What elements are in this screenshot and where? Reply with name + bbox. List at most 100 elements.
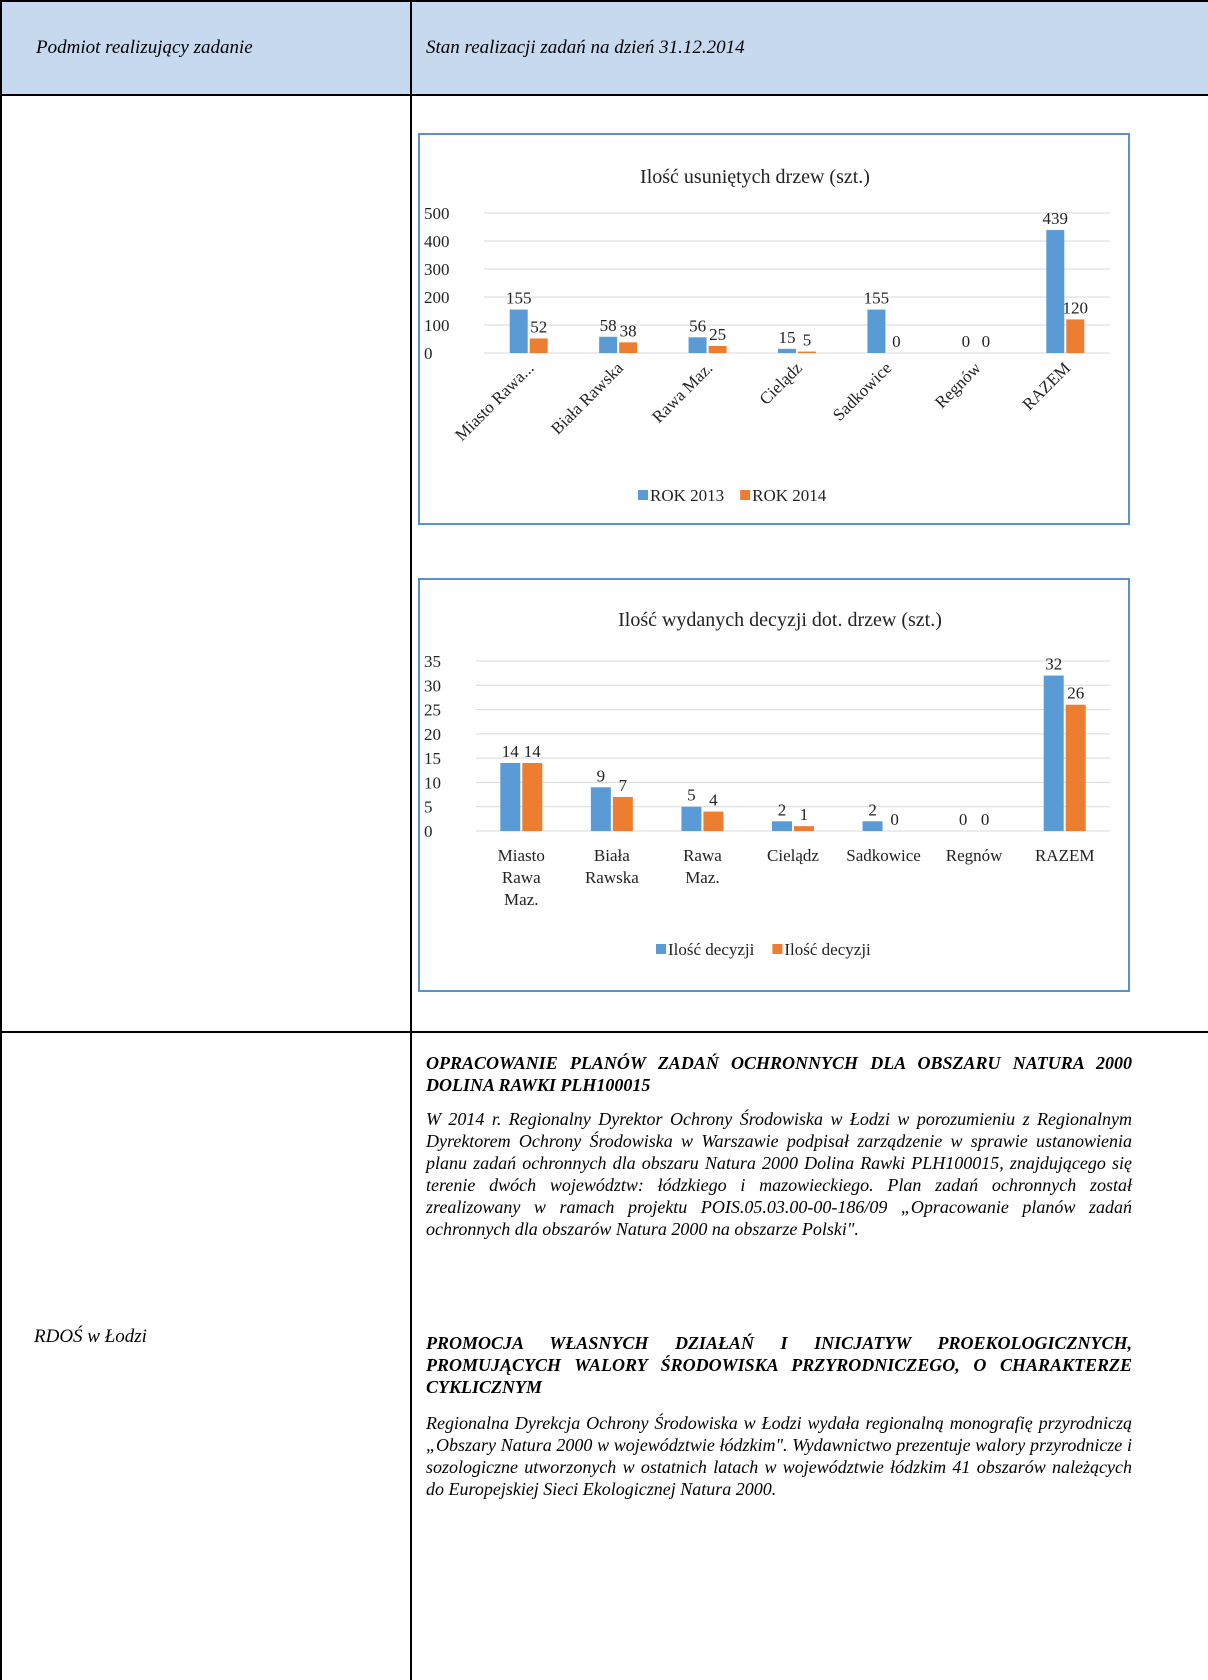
data-label: 0 <box>892 332 901 351</box>
data-label: 155 <box>506 289 532 308</box>
heading-plans: OPRACOWANIE PLANÓW ZADAŃ OCHRONNYCH DLA … <box>426 1053 1132 1095</box>
data-label: 32 <box>1045 655 1062 674</box>
x-category-label-line: Rawa <box>683 846 722 865</box>
chart-title: Ilość usuniętych drzew (szt.) <box>640 166 870 188</box>
x-category-label-line: Biała <box>594 846 630 865</box>
x-category-label: Sadkowice <box>829 358 895 424</box>
bar-series2 <box>794 826 814 831</box>
data-label: 26 <box>1067 684 1084 703</box>
x-category-label-line: Regnów <box>946 846 1003 865</box>
header-col-status: Stan realizacji zadań na dzień 31.12.201… <box>426 37 745 58</box>
bar-series1 <box>599 336 618 353</box>
x-category-label-line: Sadkowice <box>846 846 921 865</box>
bar-series2 <box>529 338 548 353</box>
legend-swatch <box>638 490 648 500</box>
y-tick-label: 10 <box>424 773 441 792</box>
data-label: 155 <box>864 289 890 308</box>
border-header-bottom <box>0 94 1208 96</box>
legend-swatch <box>772 944 783 954</box>
x-category-label-line: Maz. <box>685 868 719 887</box>
data-label: 1 <box>800 805 809 824</box>
bar-series1 <box>778 348 796 353</box>
bar-series2 <box>1066 319 1085 353</box>
border-top <box>0 0 1208 2</box>
bar-series1 <box>1046 230 1065 353</box>
chart-trees-removed-svg: Ilość usuniętych drzew (szt.)50040030020… <box>424 166 1110 505</box>
data-label: 58 <box>600 316 617 335</box>
legend-label: Ilość decyzji <box>668 940 755 959</box>
bar-series1 <box>681 806 702 831</box>
x-category-label-line: Maz. <box>504 890 538 909</box>
chart-title: Ilość wydanych decyzji dot. drzew (szt.) <box>618 609 942 631</box>
data-label: 0 <box>890 810 899 829</box>
header-col-entity: Podmiot realizujący zadanie <box>36 37 253 58</box>
y-tick-label: 25 <box>424 701 441 720</box>
data-label: 5 <box>803 331 812 350</box>
bar-series2 <box>703 811 724 831</box>
bar-series2 <box>1065 704 1086 831</box>
data-label: 120 <box>1063 298 1089 317</box>
bar-series1 <box>772 821 792 831</box>
bar-series1 <box>590 787 611 831</box>
table-header: Podmiot realizujący zadanie Stan realiza… <box>2 2 1208 94</box>
x-category-label-line: Miasto <box>498 846 545 865</box>
x-category-label-line: RAZEM <box>1035 846 1095 865</box>
y-tick-label: 15 <box>424 749 441 768</box>
data-label: 2 <box>868 800 877 819</box>
x-category-label-line: Rawa <box>502 868 541 887</box>
chart-decisions-issued-svg: Ilość wydanych decyzji dot. drzew (szt.)… <box>424 609 1110 959</box>
bar-series2 <box>798 351 816 353</box>
y-tick-label: 20 <box>424 725 441 744</box>
y-tick-label: 30 <box>424 676 441 695</box>
data-label: 2 <box>778 800 787 819</box>
data-label: 38 <box>620 321 637 340</box>
bar-series1 <box>862 821 883 831</box>
data-label: 56 <box>689 316 706 335</box>
y-tick-label: 300 <box>424 260 450 279</box>
paragraph-plans: W 2014 r. Regionalny Dyrektor Ochrony Śr… <box>426 1109 1132 1239</box>
border-row-divider <box>0 1031 1208 1033</box>
x-category-label: Sadkowice <box>846 846 921 865</box>
data-label: 9 <box>597 766 606 785</box>
legend-label: Ilość decyzji <box>784 940 871 959</box>
bar-series1 <box>867 309 886 353</box>
x-category-label-line: Cielądz <box>767 846 819 865</box>
x-category-label: Cielądz <box>767 846 819 865</box>
x-category-label: RAZEM <box>1019 358 1075 414</box>
data-label: 25 <box>709 325 726 344</box>
bar-series2 <box>522 763 543 831</box>
legend-label: ROK 2013 <box>650 486 724 505</box>
x-category-label: Miasto Rawa... <box>451 358 537 444</box>
data-label: 7 <box>619 776 628 795</box>
x-category-label: Rawa Maz. <box>683 846 722 887</box>
x-category-label: Biała Rawska <box>547 358 627 438</box>
x-category-label: Biała Rawska <box>585 846 639 887</box>
y-tick-label: 5 <box>424 798 433 817</box>
bar-series2 <box>612 797 633 831</box>
bar-series1 <box>688 337 707 353</box>
bar-series1 <box>509 309 528 353</box>
y-tick-label: 35 <box>424 652 441 671</box>
heading-promotion: PROMOCJA WŁASNYCH DZIAŁAŃ I INICJATYW PR… <box>426 1333 1132 1397</box>
x-category-label: Cielądz <box>756 358 806 408</box>
data-label: 52 <box>530 317 547 336</box>
data-label: 15 <box>779 328 796 347</box>
chart-decisions-issued: Ilość wydanych decyzji dot. drzew (szt.)… <box>418 578 1130 992</box>
paragraph-promotion: Regionalna Dyrekcja Ochrony Środowiska w… <box>426 1413 1132 1499</box>
data-label: 0 <box>981 810 990 829</box>
border-left <box>0 0 2 1680</box>
data-label: 4 <box>709 791 718 810</box>
y-tick-label: 0 <box>424 344 433 363</box>
x-category-label: Rawa Maz. <box>648 358 716 426</box>
x-category-label: Miasto Rawa Maz. <box>498 846 545 909</box>
y-tick-label: 100 <box>424 316 450 335</box>
bar-series1 <box>1043 675 1064 831</box>
data-label: 14 <box>524 742 542 761</box>
data-label: 5 <box>687 786 696 805</box>
entity-rdos-lodz: RDOŚ w Łodzi <box>34 1326 147 1347</box>
y-tick-label: 200 <box>424 288 450 307</box>
legend-swatch <box>740 490 751 500</box>
data-label: 14 <box>502 742 520 761</box>
chart-trees-removed: Ilość usuniętych drzew (szt.) 500 400 300 20… <box>418 133 1130 525</box>
